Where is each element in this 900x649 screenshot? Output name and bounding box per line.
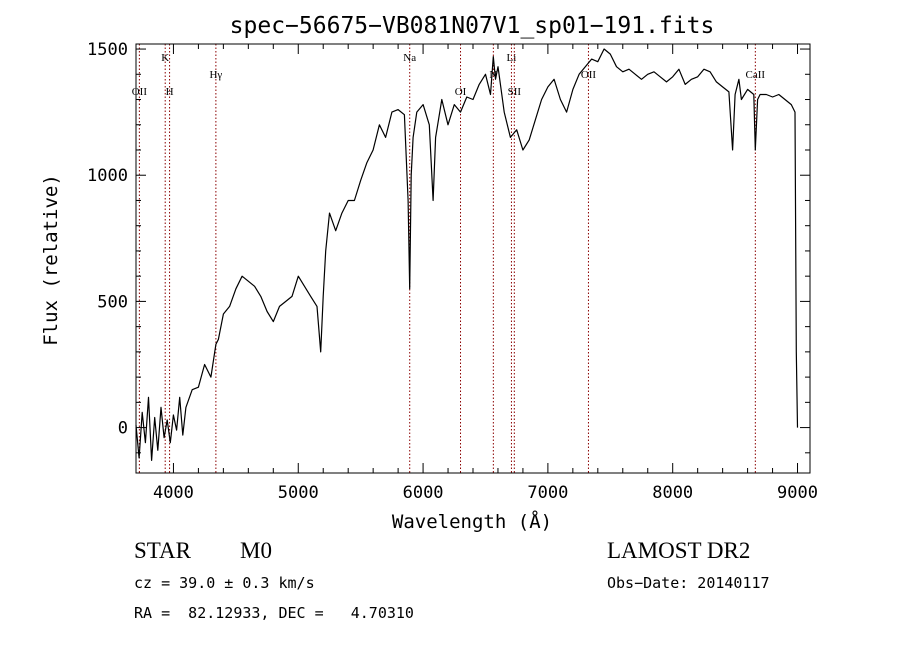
y-tick-label: 500 [97,292,128,312]
spectrum-line-0 [135,48,799,461]
object-subclass: M0 [240,538,272,563]
object-class: STAR [134,538,191,563]
line-label-7: Li [507,52,517,64]
sky-coordinates: RA = 82.12933, DEC = 4.70310 [134,604,414,622]
line-label-5: OI [455,86,467,98]
x-tick-label: 7000 [527,483,568,503]
x-tick-label: 5000 [278,483,319,503]
y-axis-label: Flux (relative) [40,174,62,346]
plot-frame [135,43,811,474]
line-label-2: H [166,86,174,98]
x-tick-label: 9000 [777,483,818,503]
observation-date: Obs−Date: 20140117 [607,574,770,592]
survey-name: LAMOST DR2 [607,538,751,563]
y-tick-label: 0 [118,419,128,439]
line-label-3: Hγ [209,69,222,81]
line-label-10: CaII [746,69,766,81]
line-label-1: K [161,52,169,64]
x-tick-label: 4000 [153,483,194,503]
x-axis: 4000 5000 6000 7000 8000 9000 [153,44,818,503]
line-label-6: N [489,69,497,81]
chart-title: spec−56675−VB081N07V1_sp01−191.fits [230,13,715,39]
x-tick-label: 6000 [403,483,444,503]
redshift-velocity: cz = 39.0 ± 0.3 km/s [134,574,315,592]
y-axis: 0 500 1000 1500 [87,40,810,454]
spectrum-series [135,48,799,461]
x-tick-label: 8000 [652,483,693,503]
line-label-9: OII [581,69,597,81]
spectral-line-markers: OII K H Hγ Na OI N Li SII OII CaII [132,44,766,473]
line-label-0: OII [132,86,148,98]
line-label-8: SII [508,86,522,98]
line-label-4: Na [403,52,416,64]
x-axis-label: Wavelength (Å) [392,510,552,533]
y-tick-label: 1500 [87,40,128,60]
y-tick-label: 1000 [87,166,128,186]
